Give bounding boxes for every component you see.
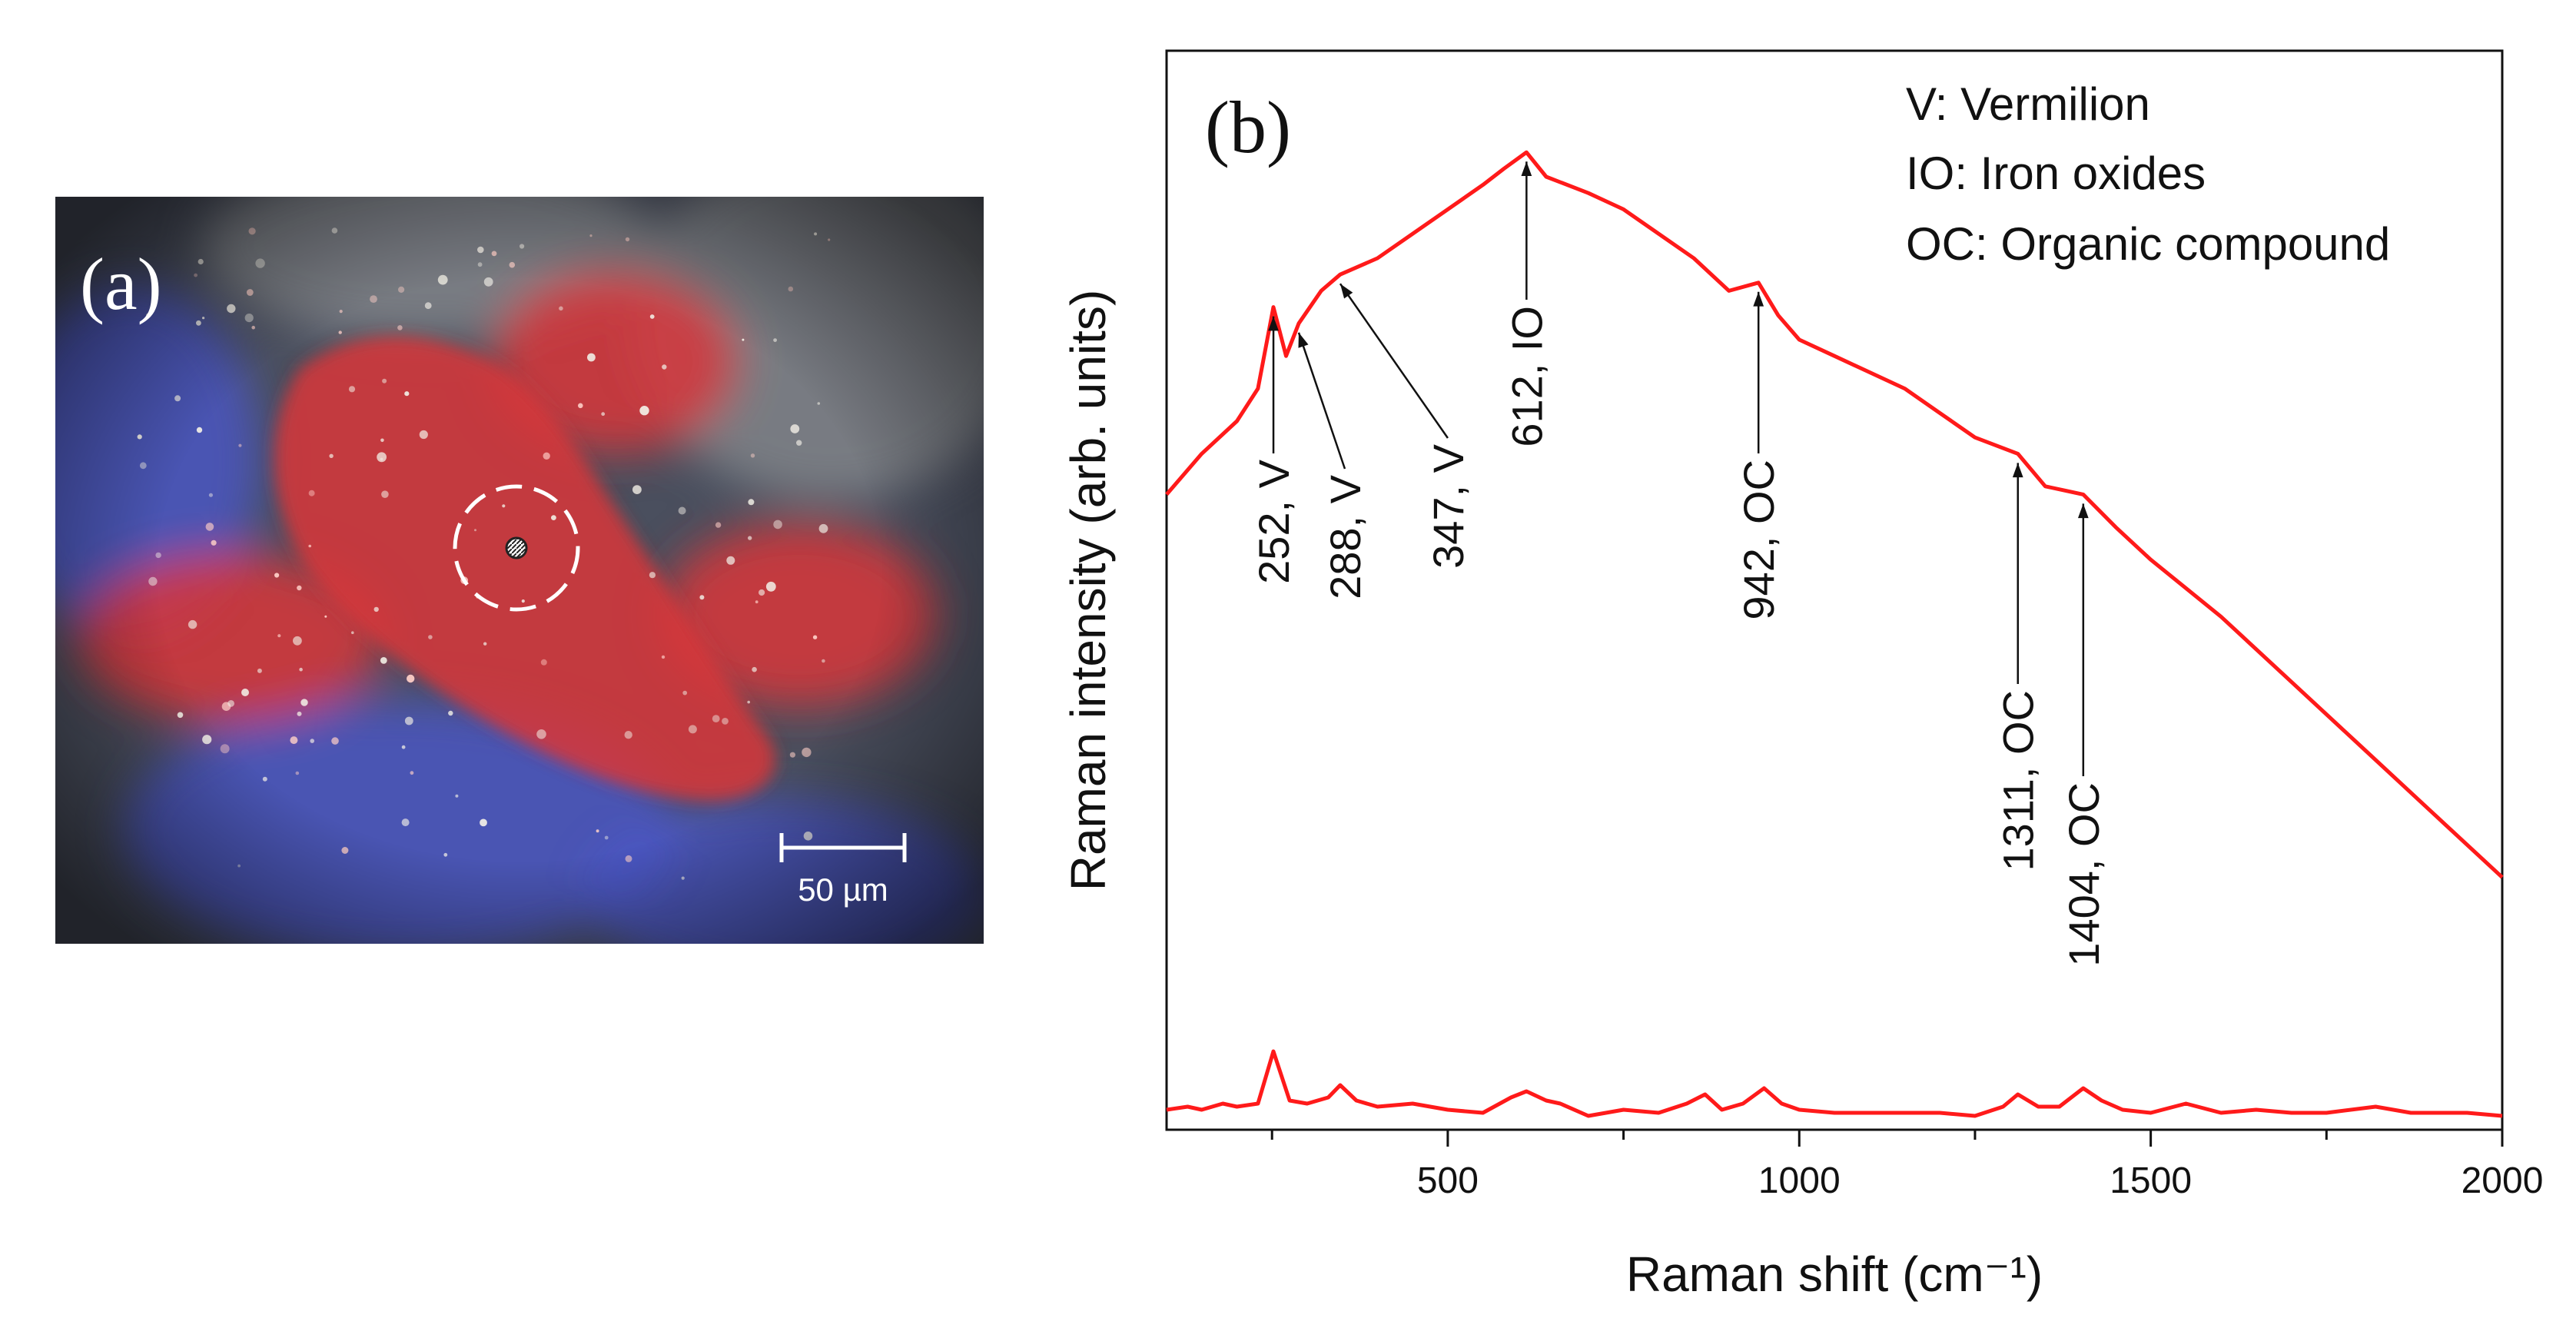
peak-arrow [1297, 332, 1346, 470]
x-axis-label: Raman shift (cm⁻¹) [1626, 1247, 2043, 1302]
y-axis-label: Raman intensity (arb. units) [1061, 290, 1116, 891]
peak-arrow [1339, 283, 1449, 439]
processed-spectrum-line [1166, 1049, 2503, 1118]
peak-arrowhead [1521, 161, 1532, 176]
panel-a-label: (a) [80, 243, 162, 325]
peak-label: 288, V [1321, 474, 1369, 599]
panel-b-label: (b) [1205, 86, 1291, 168]
peak-arrowhead [1268, 316, 1279, 331]
legend: V: Vermilion IO: Iron oxides OC: Organic… [1906, 78, 2390, 270]
panel-b-chart: 500 1000 1500 2000 252, V 288, V 347, V 612, I… [1061, 49, 2544, 1302]
x-tick-label: 2000 [2461, 1160, 2544, 1201]
peak-annotations: 252, V 288, V 347, V 612, IO 942, OC 1311, OC… [1250, 161, 2108, 967]
peak-label: 252, V [1250, 459, 1298, 584]
peak-label: 347, V [1424, 443, 1472, 569]
analysis-spot-ring [453, 484, 580, 612]
peak-label: 612, IO [1502, 306, 1551, 447]
x-tick-label: 1500 [2110, 1160, 2192, 1201]
panel-a-micrograph: 50 µm (a) [55, 197, 984, 944]
peak-label: 1311, OC [1994, 690, 2043, 872]
legend-entry-iron-oxides: IO: Iron oxides [1906, 148, 2206, 199]
x-axis-ticks: 500 1000 1500 2000 [1270, 1130, 2544, 1201]
peak-arrowhead [2077, 503, 2089, 519]
legend-entry-organic-compound: OC: Organic compound [1906, 218, 2390, 270]
peak-arrowhead [2012, 463, 2023, 478]
peak-label: 942, OC [1734, 460, 1783, 620]
x-tick-label: 500 [1417, 1160, 1479, 1201]
raw-spectrum-line [1165, 150, 2504, 879]
peak-arrowhead [1339, 284, 1353, 299]
analysis-spot [505, 536, 528, 559]
photo-vignette [55, 197, 984, 944]
plot-frame [1165, 49, 2504, 1131]
scale-bar-label: 50 µm [798, 872, 888, 908]
peak-arrowhead [1298, 332, 1309, 348]
peak-arrowhead [1753, 291, 1764, 307]
legend-entry-vermilion: V: Vermilion [1906, 78, 2150, 130]
scale-bar [779, 833, 907, 862]
peak-label: 1404, OC [2060, 782, 2108, 967]
x-tick-label: 1000 [1758, 1160, 1841, 1201]
